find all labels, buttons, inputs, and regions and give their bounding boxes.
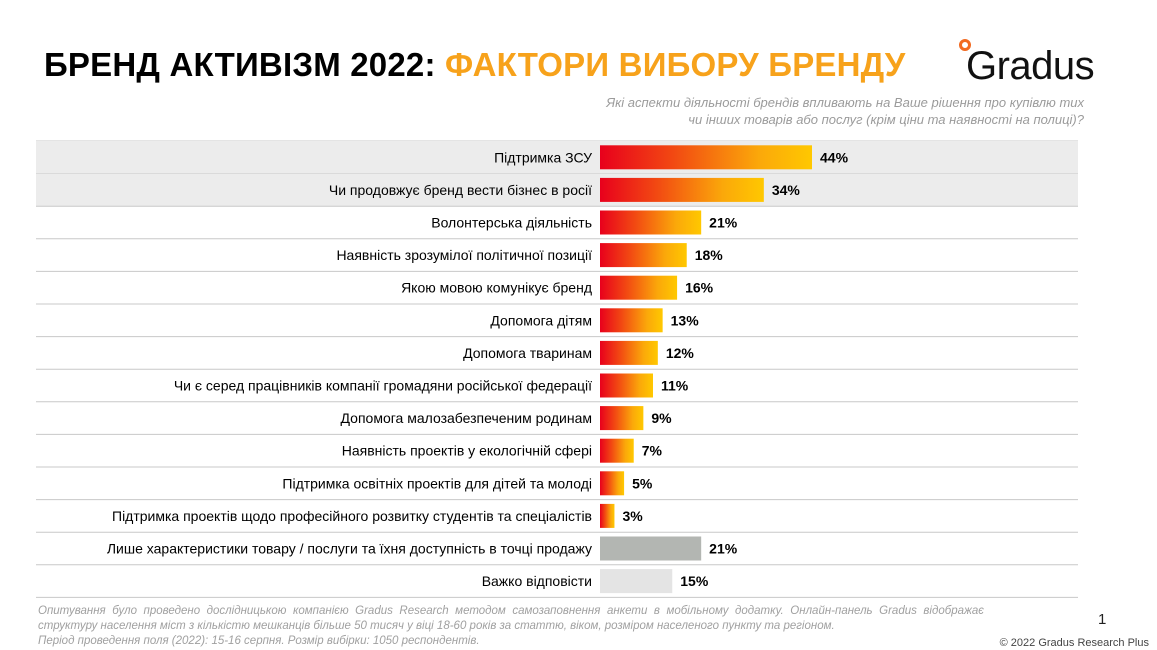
survey-question: Які аспекти діяльності брендів впливають… [524,94,1084,128]
value-label: 34% [772,182,801,198]
category-label: Наявність зрозумілої політичної позиції [336,247,592,263]
footnote-line-2: Період проведення поля (2022): 15-16 сер… [38,635,480,647]
category-label: Підтримка ЗСУ [494,149,592,165]
methodology-footnote: Опитування було проведено дослідницькою … [38,604,984,649]
bar [600,536,702,561]
row-highlight [36,141,1078,174]
bar [600,145,812,170]
value-label: 12% [666,345,695,361]
bar [600,406,644,431]
page-title: БРЕНД АКТИВІЗМ 2022: ФАКТОРИ ВИБОРУ БРЕН… [44,46,906,84]
value-label: 18% [695,247,724,263]
page-number: 1 [1098,611,1107,628]
value-label: 21% [709,541,738,557]
bar [600,275,678,300]
category-label: Допомога тваринам [463,345,592,361]
value-label: 11% [661,378,689,394]
category-label: Чи продовжує бренд вести бізнес в росії [329,182,592,198]
category-label: Чи є серед працівників компанії громадян… [174,378,592,394]
logo-text: Gradus [966,44,1095,88]
title-part-main: БРЕНД АКТИВІЗМ 2022: [44,46,436,83]
bar [600,471,625,496]
value-label: 5% [632,475,653,491]
value-label: 13% [671,312,700,328]
category-label: Допомога дітям [490,312,592,328]
category-label: Підтримка проектів щодо професійного роз… [112,508,592,524]
category-label: Волонтерська діяльність [431,215,592,231]
value-label: 16% [685,280,714,296]
category-label: Лише характеристики товару / послуги та … [107,541,592,557]
category-label: Наявність проектів у екологічній сфері [342,443,592,459]
footnote-line-1: Опитування було проведено дослідницькою … [38,605,984,632]
bar [600,243,687,268]
bar [600,210,702,235]
bar [600,340,658,365]
bar [600,503,615,528]
value-label: 15% [680,573,709,589]
value-label: 44% [820,149,849,165]
bar [600,373,653,398]
question-line-1: Які аспекти діяльності брендів впливають… [606,95,1084,110]
bar [600,438,634,463]
value-label: 9% [651,410,672,426]
bar [600,177,764,202]
value-label: 3% [622,508,643,524]
category-label: Підтримка освітніх проектів для дітей та… [282,475,592,491]
category-label: Якою мовою комунікує бренд [401,280,592,296]
bar [600,308,663,333]
question-line-2: чи інших товарів або послуг (крім ціни т… [688,112,1084,127]
bar [600,569,673,594]
row-highlight [36,173,1078,207]
bar-chart: Підтримка ЗСУ 44% Чи продовжує бренд вести… [36,140,1078,598]
category-label: Важко відповісти [482,573,592,589]
copyright: © 2022 Gradus Research Plus [999,637,1149,649]
gradus-logo: Gradus [958,38,1118,90]
value-label: 7% [642,443,663,459]
category-label: Допомога малозабезпеченим родинам [341,410,592,426]
title-part-accent: ФАКТОРИ ВИБОРУ БРЕНДУ [445,46,906,83]
value-label: 21% [709,215,738,231]
logo-mark-icon [959,39,971,51]
